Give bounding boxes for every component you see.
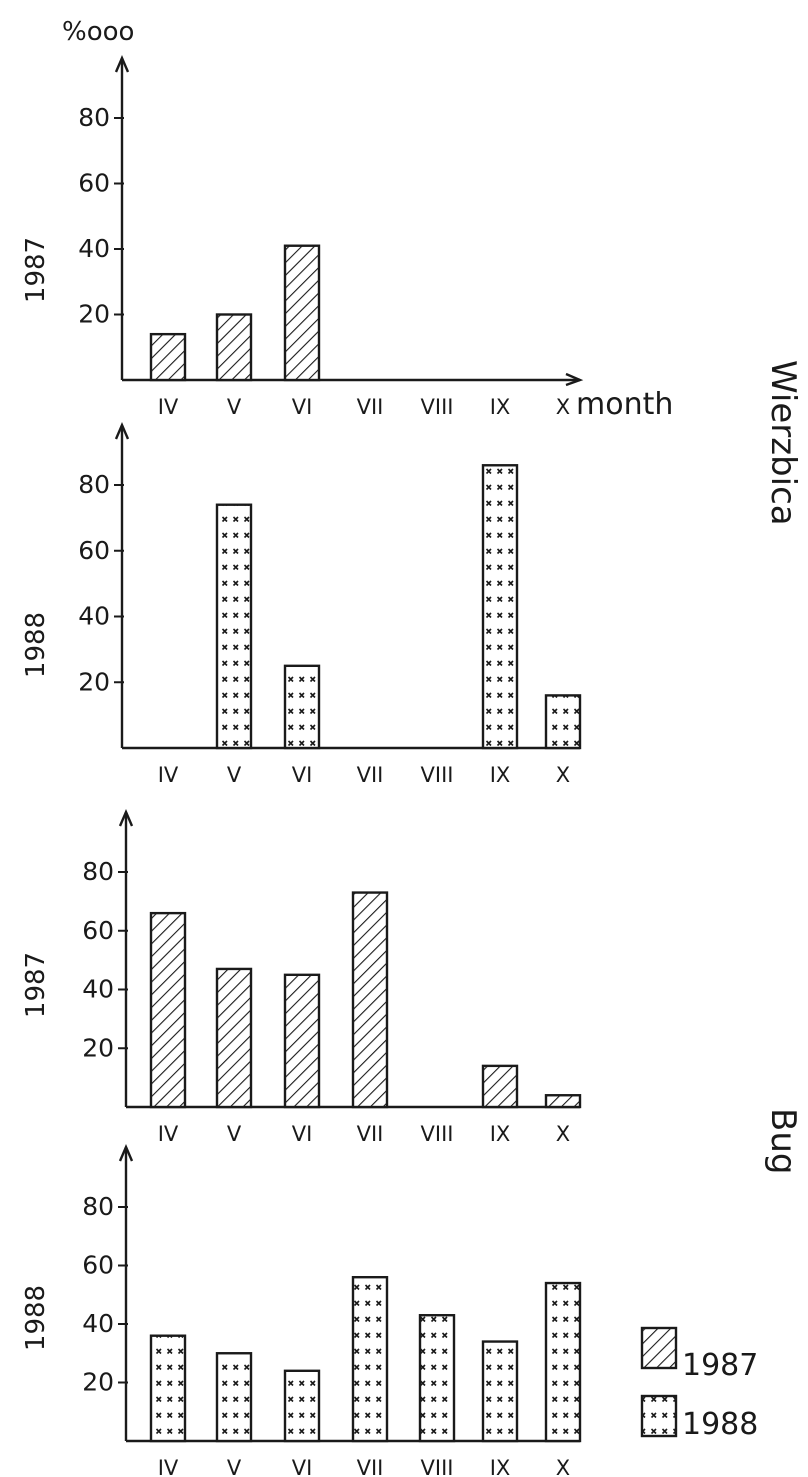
bar-VI [283,1369,321,1443]
bar-VI [283,244,321,382]
y-tick-label: 80 [78,103,110,132]
bar-X [544,694,582,750]
bar-IV [149,1334,187,1443]
bar-X [544,1281,582,1443]
legend-label-1987: 1987 [682,1348,758,1383]
x-tick-label-V: V [227,395,242,419]
x-tick-label-IV: IV [158,395,179,419]
bar-VIII [418,1314,456,1443]
x-tick-label-IV: IV [158,1456,179,1477]
bar-VI [283,973,321,1109]
year-label: 1987 [21,237,51,303]
panel-wierzbica-1987: 20 40 60 80 1987 IV V VI VII VIII IX X [21,54,584,419]
y-tick-label: 20 [78,300,110,329]
bar-X [544,1094,582,1109]
x-tick-label-VIII: VIII [421,763,454,787]
bar-IX [481,1340,519,1443]
x-tick-label-X: X [556,1122,570,1146]
x-tick-label-IV: IV [158,763,179,787]
x-tick-label-V: V [227,1122,242,1146]
x-tick-label-IX: IX [490,395,511,419]
bar-V [215,503,253,750]
region-label-wierzbica: Wierzbica [763,360,803,526]
y-tick-label: 60 [82,1251,114,1280]
y-tick-label: 80 [78,470,110,499]
bar-V [215,313,253,382]
panel-bug-1987: 20 40 60 80 1987 IV V VI VII VIII IX X [21,808,582,1146]
y-tick-label: 20 [82,1368,114,1397]
x-tick-label-VII: VII [357,1122,384,1146]
y-axis-arrow [118,1143,134,1162]
x-tick-label-IX: IX [490,1456,511,1477]
y-tick-label: 80 [82,857,114,886]
y-axis-arrow [118,808,134,827]
x-tick-label-IX: IX [490,763,511,787]
x-tick-label-VII: VII [357,395,384,419]
x-tick-label-VI: VI [292,1122,313,1146]
panel-bug-1988: 20 40 60 80 1988 IV V VI VII VIII IX X [21,1143,582,1477]
x-tick-label-VII: VII [357,763,384,787]
bar-IX [481,1064,519,1109]
bar-VII [351,891,389,1109]
x-axis-arrow [565,372,584,387]
panel-wierzbica-1988: 20 40 60 80 1988 IV V VI VII VIII IX X [21,421,582,787]
legend-label-1988: 1988 [682,1407,758,1442]
y-tick-label: 20 [82,1033,114,1062]
x-tick-label-VI: VI [292,395,313,419]
year-label: 1988 [21,612,51,678]
x-tick-label-IV: IV [158,1122,179,1146]
y-tick-label: 60 [82,916,114,945]
bar-IV [149,332,187,382]
y-tick-label: 40 [82,975,114,1004]
y-tick-label: 40 [78,602,110,631]
bar-VI [283,664,321,750]
x-tick-label-V: V [227,1456,242,1477]
x-tick-label-X: X [556,395,570,419]
x-tick-label-V: V [227,763,242,787]
legend-swatch-1987 [640,1326,678,1370]
bar-IX [481,464,519,750]
bar-VII [351,1275,389,1443]
x-tick-label-X: X [556,1456,570,1477]
x-tick-label-VIII: VIII [421,1456,454,1477]
y-tick-label: 80 [82,1192,114,1221]
chart-panels: 20 40 60 80 1987 IV V VI VII VIII IX X 20 40 60 80 1988 I… [21,54,584,1477]
region-label-bug: Bug [763,1108,803,1174]
x-tick-label-VII: VII [357,1456,384,1477]
bar-V [215,1352,253,1443]
year-label: 1988 [21,1285,51,1351]
x-tick-label-VIII: VIII [421,1122,454,1146]
y-tick-label: 40 [82,1309,114,1338]
x-tick-label-IX: IX [490,1122,511,1146]
x-tick-label-VIII: VIII [421,395,454,419]
x-tick-label-X: X [556,763,570,787]
y-tick-label: 60 [78,536,110,565]
y-tick-label: 20 [78,667,110,696]
x-tick-label-VI: VI [292,763,313,787]
y-unit-label: %ooo [62,17,134,47]
bar-IV [149,911,187,1109]
y-tick-label: 40 [78,234,110,263]
y-axis-arrow [114,421,130,440]
y-axis-arrow [114,54,130,73]
x-axis-title: month [576,387,673,422]
bar-V [215,967,253,1109]
y-tick-label: 60 [78,169,110,198]
legend: 1987 1988 [640,1326,758,1442]
x-tick-label-VI: VI [292,1456,313,1477]
year-label: 1987 [21,952,51,1018]
legend-swatch-1988 [640,1394,678,1438]
